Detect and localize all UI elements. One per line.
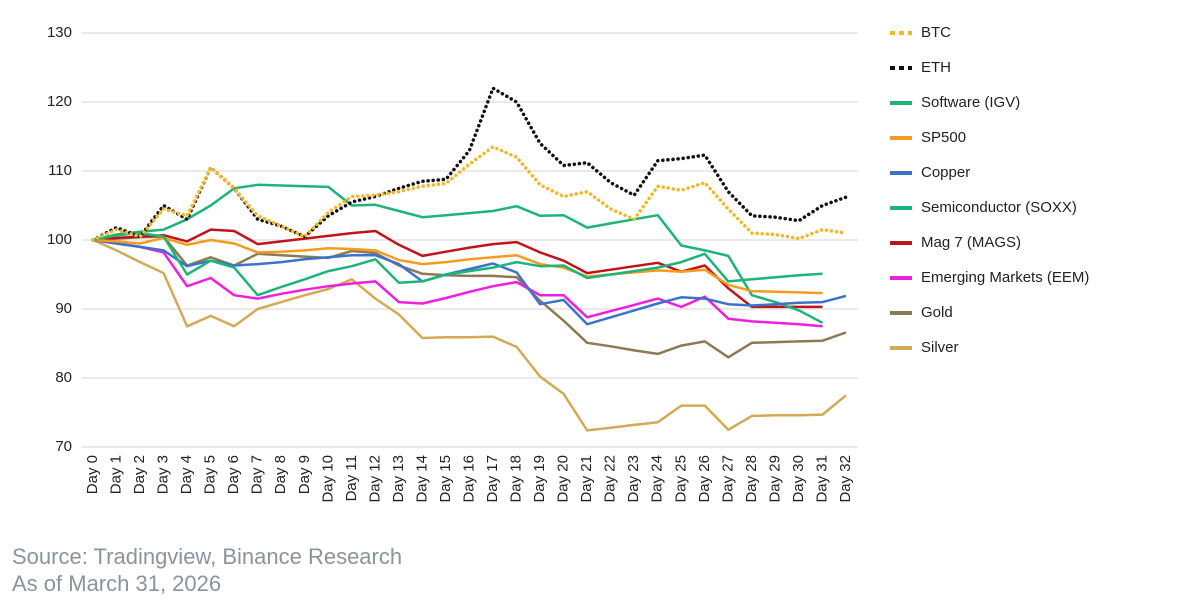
x-tick-label: Day 25 <box>672 455 689 503</box>
x-tick-label: Day 23 <box>625 455 642 503</box>
series-line <box>92 228 823 309</box>
source-date: As of March 31, 2026 <box>12 571 221 596</box>
x-tick-label: Day 30 <box>790 455 807 503</box>
x-tick-label: Day 13 <box>390 455 407 503</box>
y-tick-label: 130 <box>47 24 72 41</box>
x-tick-label: Day 12 <box>366 455 383 503</box>
x-tick-label: Day 1 <box>108 455 125 494</box>
y-tick-label: 80 <box>55 369 72 386</box>
series-line <box>92 236 823 295</box>
x-tick-label: Day 21 <box>578 455 595 503</box>
x-tick-label: Day 14 <box>413 455 430 503</box>
legend-label: Silver <box>921 339 959 356</box>
legend-label: Mag 7 (MAGS) <box>921 234 1021 251</box>
y-tick-label: 120 <box>47 93 72 110</box>
x-tick-label: Day 15 <box>437 455 454 503</box>
legend-label: Emerging Markets (EEM) <box>921 269 1089 286</box>
legend-label: BTC <box>921 24 951 41</box>
series-line <box>91 145 848 242</box>
y-tick-label: 100 <box>47 231 72 248</box>
x-tick-label: Day 9 <box>296 455 313 494</box>
series-line <box>92 231 823 297</box>
legend-label: Copper <box>921 164 970 181</box>
legend-label: Semiconductor (SOXX) <box>921 199 1077 216</box>
series-line <box>91 86 848 242</box>
x-tick-label: Day 29 <box>766 455 783 503</box>
x-tick-label: Day 28 <box>743 455 760 503</box>
x-tick-label: Day 7 <box>249 455 266 494</box>
x-tick-label: Day 3 <box>155 455 172 494</box>
x-tick-label: Day 22 <box>602 455 619 503</box>
y-tick-label: 90 <box>55 300 72 317</box>
y-tick-label: 110 <box>48 162 72 179</box>
source-note: Source: Tradingview, Binance Research <box>12 544 402 569</box>
series-line <box>92 238 847 432</box>
x-tick-label: Day 0 <box>84 455 101 494</box>
legend-label: Software (IGV) <box>921 94 1020 111</box>
x-tick-label: Day 6 <box>225 455 242 494</box>
series-line <box>92 235 847 359</box>
x-tick-label: Day 16 <box>460 455 477 503</box>
x-tick-label: Day 5 <box>202 455 219 494</box>
x-tick-label: Day 10 <box>319 455 336 503</box>
x-tick-label: Day 18 <box>508 455 525 503</box>
legend-label: ETH <box>921 59 951 76</box>
x-tick-label: Day 4 <box>178 455 195 494</box>
series-line <box>92 183 824 324</box>
x-tick-label: Day 31 <box>813 455 830 503</box>
x-tick-label: Day 26 <box>696 455 713 503</box>
x-tick-label: Day 27 <box>719 455 736 503</box>
x-tick-label: Day 19 <box>531 455 548 503</box>
x-tick-label: Day 24 <box>649 455 666 503</box>
legend-label: SP500 <box>921 129 966 146</box>
x-tick-label: Day 32 <box>837 455 854 503</box>
x-tick-label: Day 2 <box>131 455 148 494</box>
x-tick-label: Day 11 <box>343 455 360 501</box>
x-tick-label: Day 8 <box>272 455 289 494</box>
legend-label: Gold <box>921 304 953 321</box>
y-tick-label: 70 <box>55 438 72 455</box>
x-tick-label: Day 17 <box>484 455 501 503</box>
x-tick-label: Day 20 <box>555 455 572 503</box>
